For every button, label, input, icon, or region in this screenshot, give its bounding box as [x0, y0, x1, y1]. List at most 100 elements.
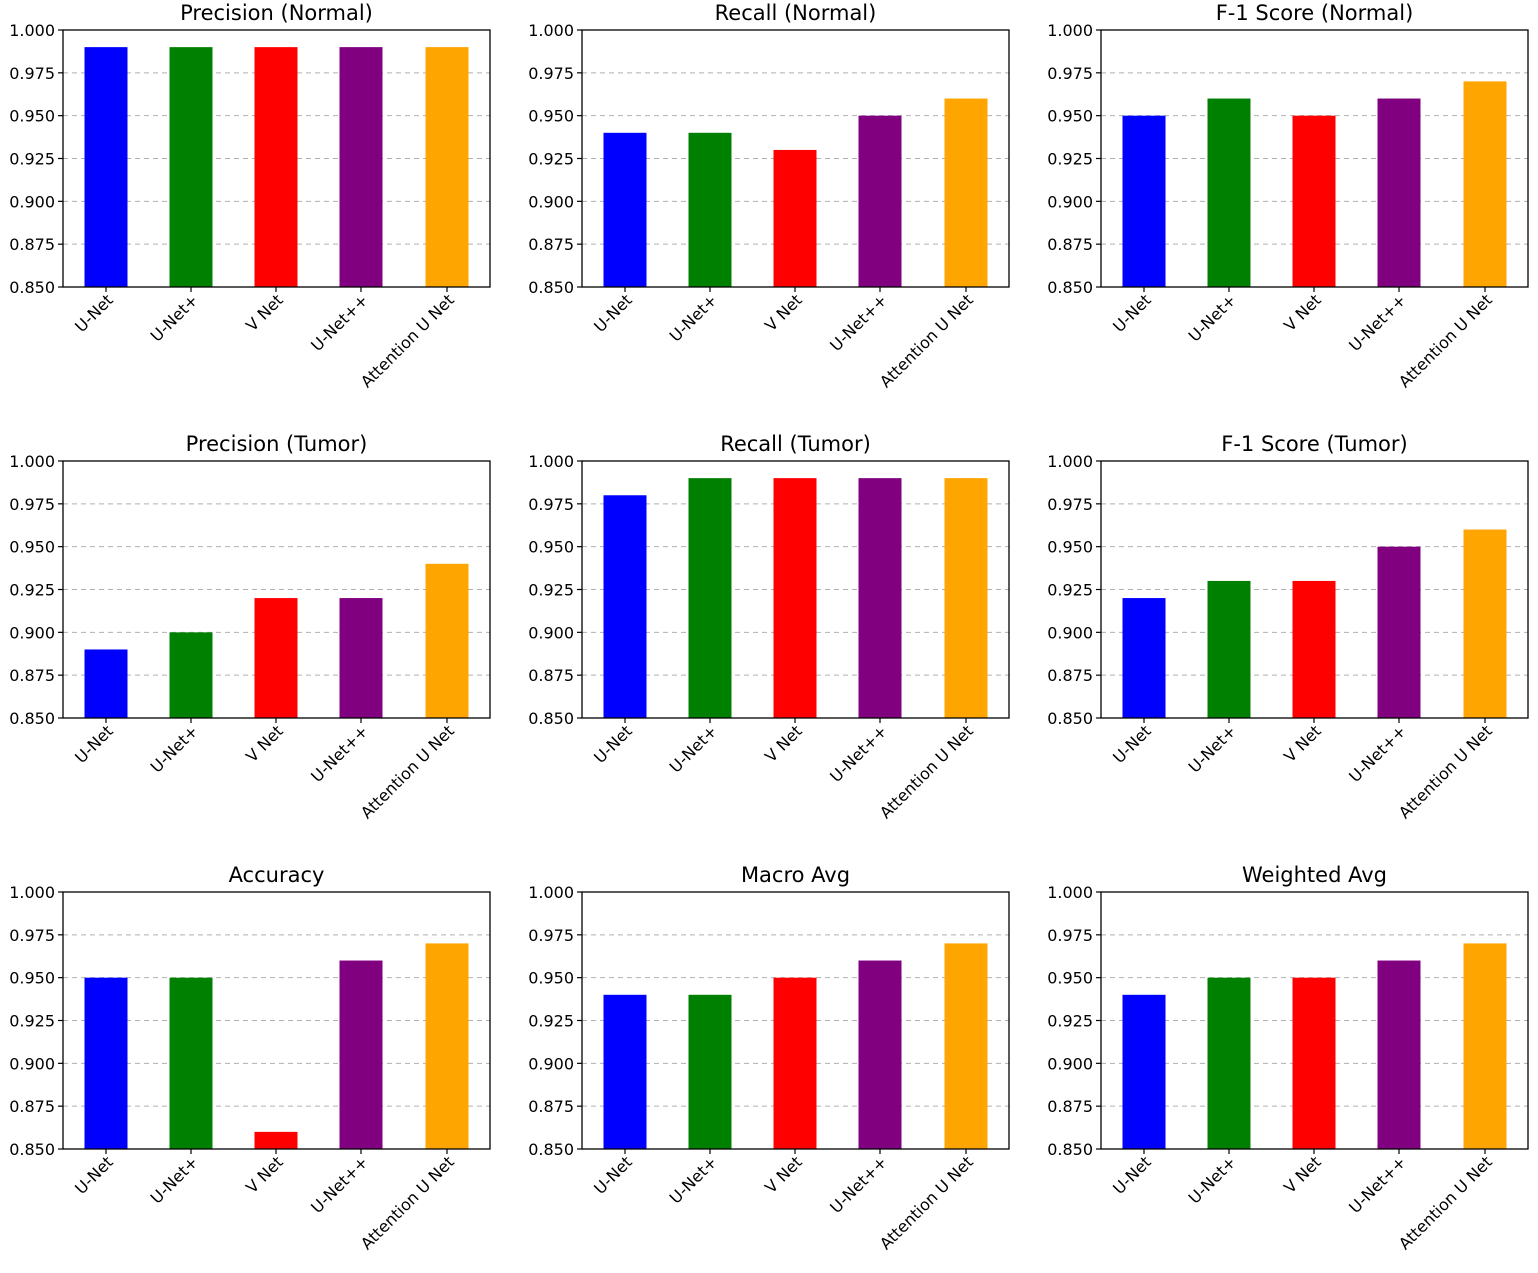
x-tick-label: U-Net++ — [826, 721, 891, 786]
x-tick-label: Attention U Net — [357, 290, 458, 391]
x-tick-label: U-Net++ — [1345, 1152, 1410, 1217]
y-tick-label: 0.975 — [9, 926, 55, 945]
bar-v-net — [254, 598, 298, 718]
x-tick-label: Attention U Net — [357, 1152, 458, 1253]
x-tick-label: V Net — [1280, 290, 1325, 335]
bar-u-net- — [1377, 98, 1421, 288]
x-tick-label: Attention U Net — [876, 1152, 977, 1253]
y-tick-label: 0.900 — [528, 623, 574, 642]
chart-title: Precision (Normal) — [180, 1, 373, 25]
bar-u-net- — [339, 47, 383, 288]
x-tick-label: U-Net — [590, 1152, 636, 1198]
y-tick-label: 1.000 — [9, 883, 55, 902]
x-tick-label: U-Net+ — [1185, 1152, 1240, 1207]
bar-v-net — [254, 1131, 298, 1149]
x-tick-label: U-Net+ — [147, 290, 202, 345]
bar-u-net- — [1207, 977, 1251, 1149]
x-tick-label: U-Net++ — [826, 290, 891, 355]
bar-u-net- — [688, 478, 732, 718]
chart-title: Recall (Normal) — [715, 1, 877, 25]
y-tick-label: 0.850 — [9, 709, 55, 728]
bar-attention-u-net — [1463, 81, 1507, 288]
bar-u-net — [603, 495, 647, 718]
y-tick-label: 0.950 — [1047, 107, 1093, 126]
y-tick-label: 0.850 — [1047, 709, 1093, 728]
x-tick-label: U-Net++ — [826, 1152, 891, 1217]
y-tick-label: 0.975 — [528, 495, 574, 514]
chart-title: F-1 Score (Normal) — [1216, 1, 1414, 25]
chart-panel-2: Recall (Normal) 0.850 0.875 0.900 0.925 0.950… — [528, 1, 1010, 391]
chart-panel-8: Macro Avg 0.850 0.875 0.900 0.925 0.950 0.975 1… — [528, 863, 1010, 1253]
y-tick-label: 0.925 — [1047, 581, 1093, 600]
y-tick-label: 0.950 — [9, 107, 55, 126]
bar-u-net- — [1377, 960, 1421, 1149]
y-tick-label: 0.900 — [528, 192, 574, 211]
y-tick-label: 0.975 — [1047, 64, 1093, 83]
y-tick-label: 0.950 — [9, 969, 55, 988]
x-tick-label: Attention U Net — [1395, 290, 1496, 391]
chart-panel-5: Recall (Tumor) 0.850 0.875 0.900 0.925 0.950 0… — [528, 432, 1010, 822]
bar-u-net- — [688, 994, 732, 1149]
chart-panel-4: Precision (Tumor) 0.850 0.875 0.900 0.925 0.9… — [9, 432, 491, 822]
y-tick-label: 0.875 — [1047, 1097, 1093, 1116]
y-tick-label: 0.950 — [9, 538, 55, 557]
y-tick-label: 1.000 — [1047, 452, 1093, 471]
x-tick-label: V Net — [761, 721, 806, 766]
x-tick-label: V Net — [761, 290, 806, 335]
x-tick-label: U-Net+ — [666, 290, 721, 345]
x-tick-label: U-Net+ — [1185, 290, 1240, 345]
y-tick-label: 1.000 — [528, 883, 574, 902]
y-tick-label: 0.925 — [9, 1012, 55, 1031]
chart-panel-9: Weighted Avg 0.850 0.875 0.900 0.925 0.950 0.9… — [1047, 863, 1529, 1253]
chart-panel-6: F-1 Score (Tumor) 0.850 0.875 0.900 0.925 0.9… — [1047, 432, 1529, 822]
chart-title: Weighted Avg — [1242, 863, 1387, 887]
x-tick-label: U-Net+ — [1185, 721, 1240, 776]
y-tick-label: 1.000 — [528, 21, 574, 40]
y-tick-label: 0.875 — [528, 666, 574, 685]
y-tick-label: 1.000 — [1047, 21, 1093, 40]
x-tick-label: U-Net — [71, 1152, 117, 1198]
bar-v-net — [773, 149, 817, 287]
y-tick-label: 0.975 — [1047, 926, 1093, 945]
x-tick-label: U-Net++ — [1345, 290, 1410, 355]
x-tick-label: Attention U Net — [1395, 1152, 1496, 1253]
chart-panel-1: Precision (Normal) 0.850 0.875 0.900 0.925 0.… — [9, 1, 491, 391]
x-tick-label: U-Net — [590, 721, 636, 767]
x-tick-label: Attention U Net — [876, 721, 977, 822]
y-tick-label: 0.900 — [1047, 192, 1093, 211]
y-tick-label: 0.850 — [528, 1140, 574, 1159]
y-tick-label: 0.900 — [528, 1054, 574, 1073]
bar-u-net — [84, 649, 128, 718]
bar-u-net — [84, 47, 128, 288]
bar-u-net — [84, 977, 128, 1149]
y-tick-label: 0.950 — [1047, 969, 1093, 988]
x-tick-label: V Net — [1280, 1152, 1325, 1197]
x-tick-label: U-Net++ — [307, 1152, 372, 1217]
x-tick-label: V Net — [1280, 721, 1325, 766]
bar-v-net — [1292, 977, 1336, 1149]
x-tick-label: U-Net+ — [147, 1152, 202, 1207]
bar-attention-u-net — [1463, 529, 1507, 718]
bar-u-net — [603, 994, 647, 1149]
y-tick-label: 0.925 — [528, 150, 574, 169]
bar-attention-u-net — [425, 563, 469, 718]
x-tick-label: U-Net — [1109, 290, 1155, 336]
chart-title: Macro Avg — [741, 863, 850, 887]
y-tick-label: 0.850 — [528, 709, 574, 728]
bar-u-net — [603, 132, 647, 287]
x-tick-label: V Net — [761, 1152, 806, 1197]
chart-panel-3: F-1 Score (Normal) 0.850 0.875 0.900 0.925 0.… — [1047, 1, 1529, 391]
y-tick-label: 0.875 — [528, 235, 574, 254]
x-tick-label: U-Net+ — [666, 721, 721, 776]
y-tick-label: 1.000 — [9, 452, 55, 471]
y-tick-label: 0.875 — [9, 666, 55, 685]
bar-u-net- — [1207, 98, 1251, 288]
bar-attention-u-net — [944, 478, 988, 718]
bar-v-net — [773, 478, 817, 718]
y-tick-label: 0.950 — [528, 107, 574, 126]
y-tick-label: 0.900 — [9, 623, 55, 642]
bar-v-net — [1292, 115, 1336, 288]
bar-u-net — [1122, 115, 1166, 288]
y-tick-label: 0.850 — [9, 1140, 55, 1159]
